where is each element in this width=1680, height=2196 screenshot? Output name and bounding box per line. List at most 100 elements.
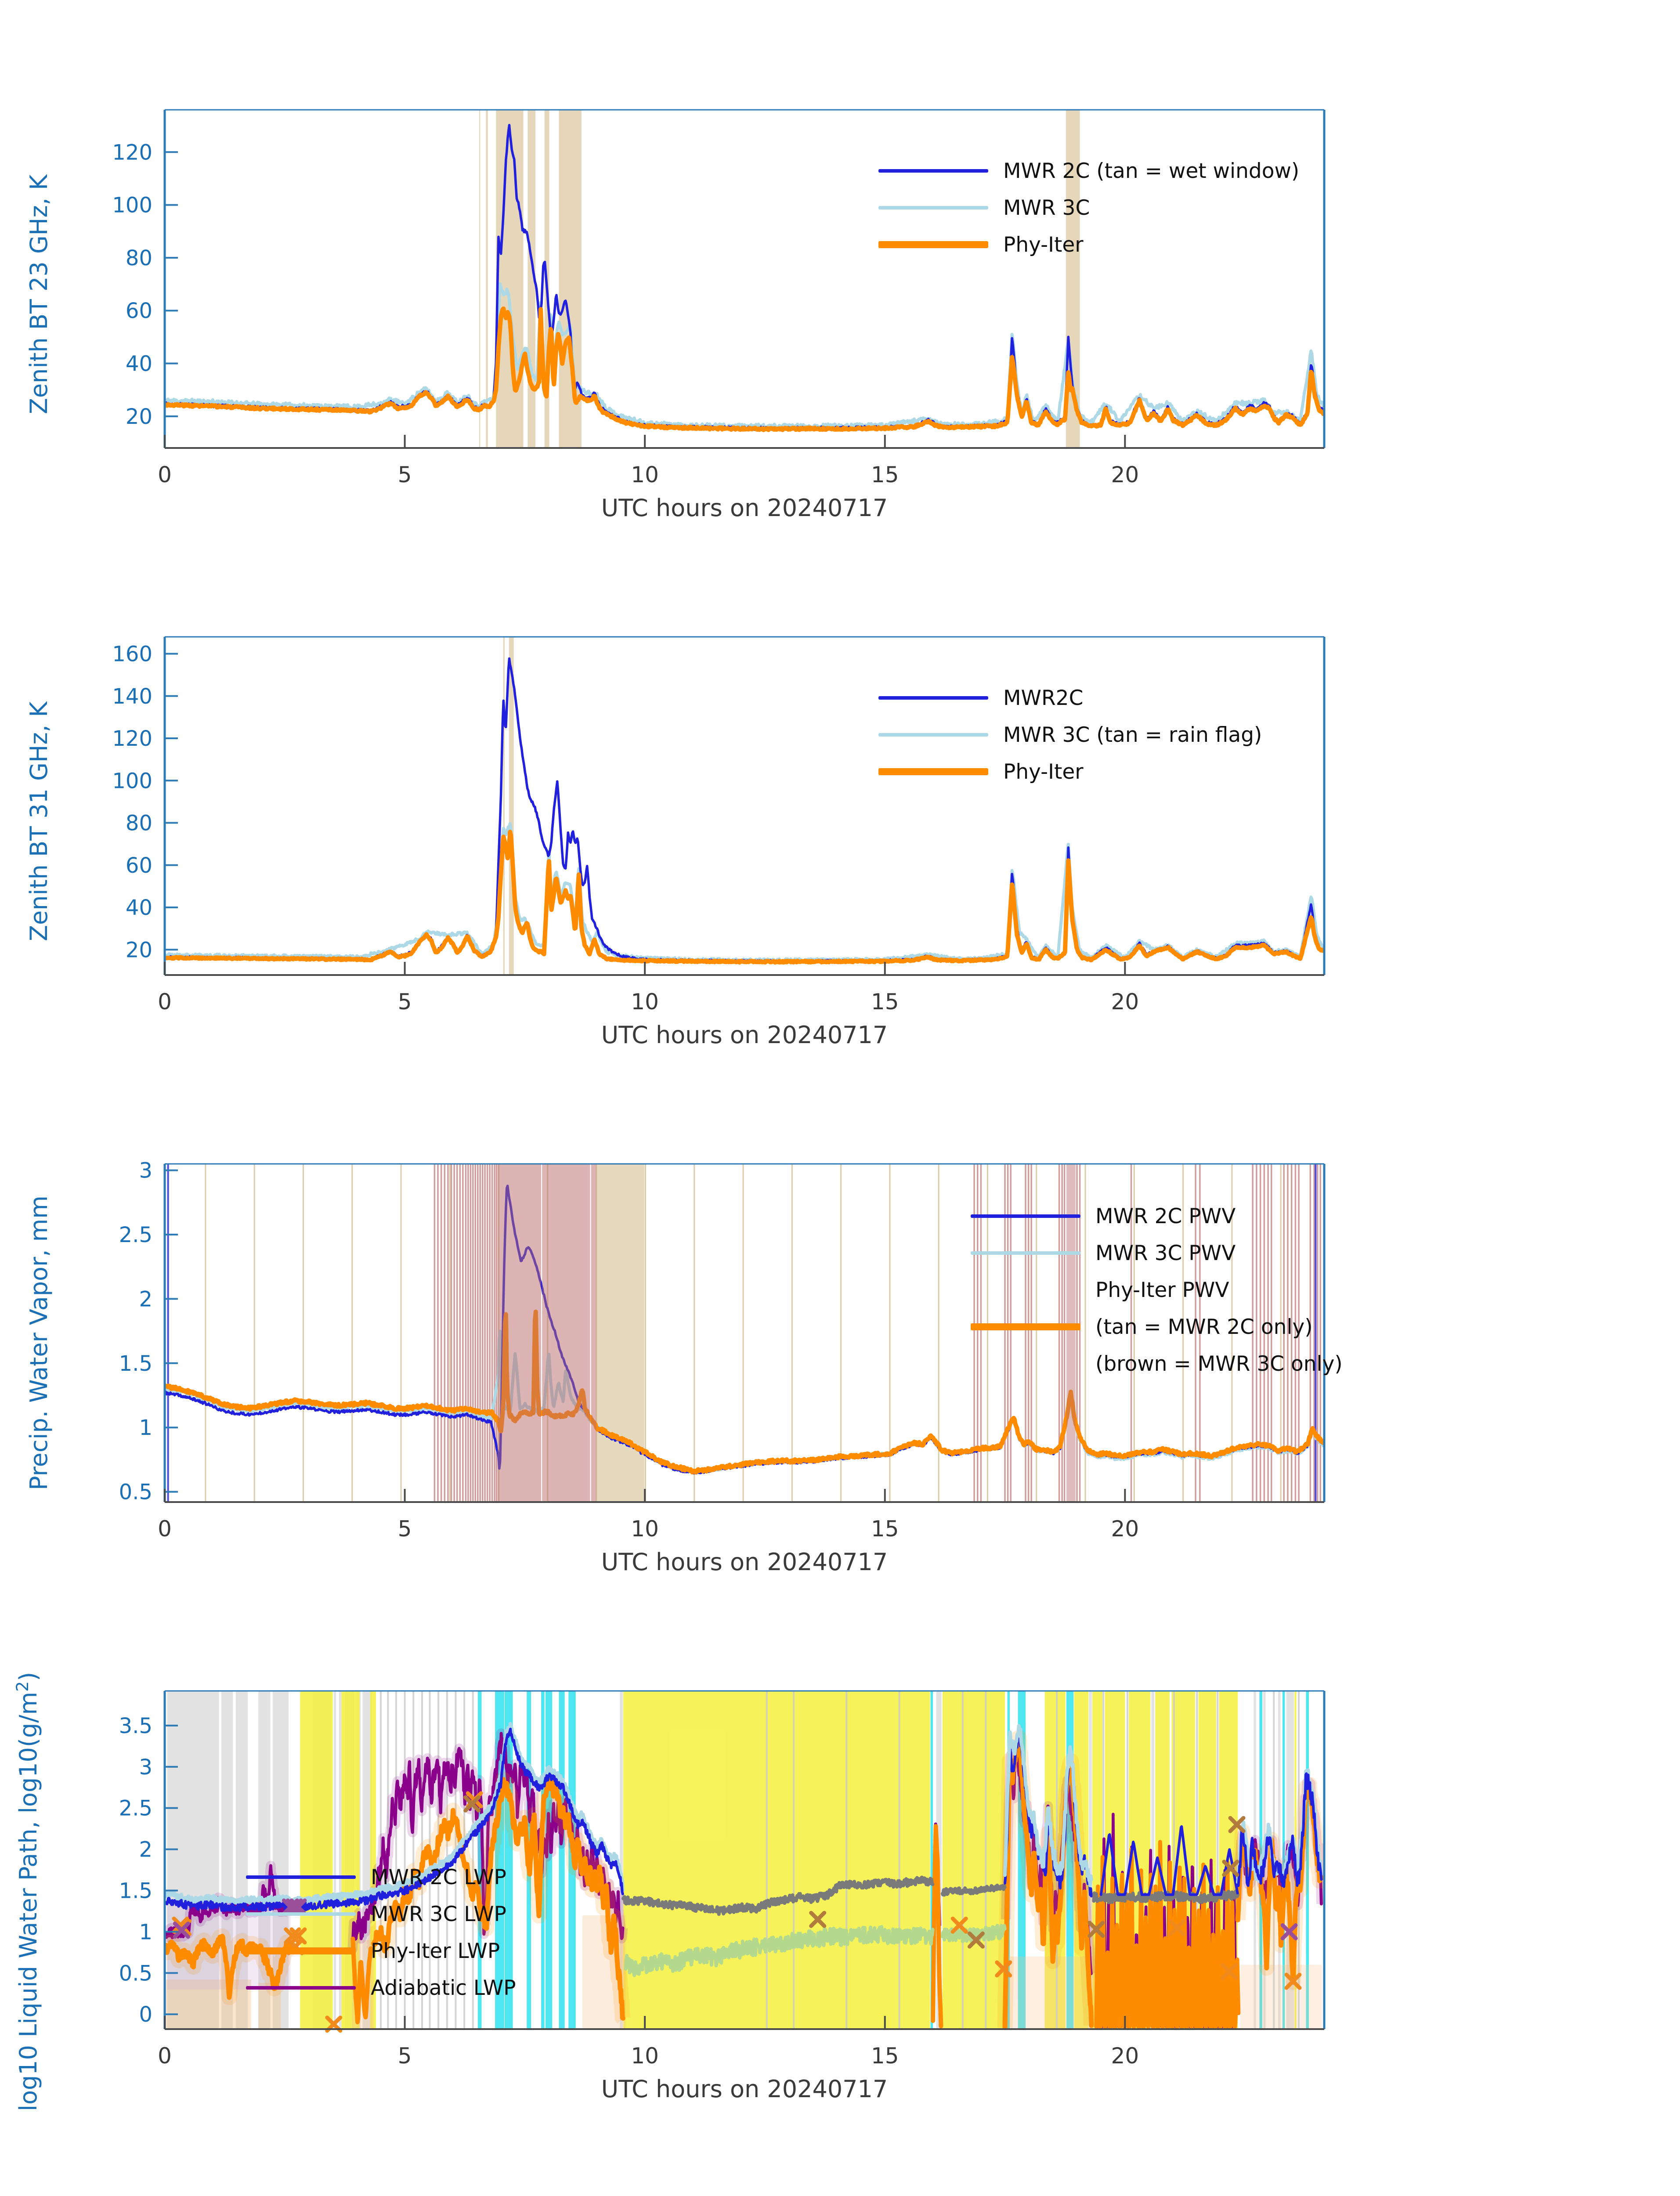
highlight-band (1240, 1965, 1322, 2029)
series-line (940, 1883, 1007, 1897)
highlight-band (559, 110, 582, 448)
x-tick-label: 15 (871, 1516, 899, 1542)
series-line (164, 822, 1325, 964)
legend-item: (tan = MWR 2C only) (971, 1314, 1343, 1340)
x-tick-label: 10 (631, 462, 659, 488)
highlight-band (623, 1691, 930, 2029)
x-marker (289, 1927, 307, 1945)
legend-label: Adiabatic LWP (371, 1976, 516, 2000)
x-marker (289, 1898, 307, 1916)
y-tick-label: 140 (112, 684, 152, 709)
x-tick-label: 20 (1111, 462, 1139, 488)
legend-label: MWR 3C (1003, 195, 1090, 220)
series-line (1099, 1825, 1239, 1896)
legend-label: Phy-Iter PWV (1095, 1278, 1229, 1302)
x-marker (1087, 1921, 1105, 1938)
series-line (621, 1875, 935, 1916)
legend-swatch (246, 1986, 356, 1990)
series-line (164, 1933, 293, 2000)
x-tick-label: 20 (1111, 989, 1139, 1015)
highlight-band (165, 1979, 251, 2029)
x-marker (1222, 1860, 1239, 1877)
legend-item: MWR 3C (tan = rain flag) (878, 722, 1262, 748)
x-marker (809, 1911, 827, 1928)
highlight-band (479, 110, 481, 448)
x-marker (1228, 1816, 1246, 1833)
ylabel-lwp: log10 Liquid Water Path, log10(g/m2) (13, 1672, 42, 2111)
legend-item: MWR 2C LWP (246, 1864, 516, 1890)
x-marker (1280, 1923, 1298, 1940)
y-tick-label: 2 (139, 1838, 152, 1862)
legend-label: (tan = MWR 2C only) (1095, 1315, 1313, 1339)
subplot-3: 0.5 1 1.5 2 2.5 3 0 5 10 15 20 (119, 1159, 1326, 1542)
y-tick-label: 20 (126, 405, 152, 429)
legend-swatch (878, 169, 988, 173)
xlabel-3: UTC hours on 20240717 (601, 1548, 888, 1576)
legend-swatch (971, 1251, 1080, 1255)
y-tick-label: 160 (112, 642, 152, 667)
x-marker (1221, 1963, 1238, 1980)
legend-swatch (971, 1323, 1080, 1330)
y-tick-label: 40 (126, 896, 152, 920)
series-line (1235, 1782, 1324, 1985)
highlight-band-over (1066, 1164, 1076, 1502)
x-tick-label: 20 (1111, 1516, 1139, 1542)
legend-item: MWR 2C PWV (971, 1203, 1343, 1229)
highlight-band (300, 1691, 333, 2029)
highlight-band-over (497, 1164, 542, 1502)
y-tick-label: 1 (139, 1416, 152, 1440)
x-tick-label: 5 (398, 989, 412, 1015)
legend-pwv: MWR 2C PWV MWR 3C PWV Phy-Iter PWV (tan = M… (971, 1203, 1343, 1376)
highlight-band-over (542, 1164, 590, 1502)
y-tick-label: 3 (139, 1159, 152, 1183)
xlabel-2: UTC hours on 20240717 (601, 1021, 888, 1049)
legend-label: MWR 2C PWV (1095, 1204, 1236, 1228)
x-marker (967, 1931, 985, 1949)
legend-label: MWR 2C LWP (371, 1865, 506, 1889)
y-tick-label: 1 (139, 1920, 152, 1944)
y-tick-label: 2.5 (119, 1223, 152, 1247)
y-tick-label: 60 (126, 853, 152, 878)
series-line (940, 1924, 1007, 1943)
y-tick-label: 2 (139, 1287, 152, 1311)
x-tick-label: 0 (158, 989, 172, 1015)
highlight-band (333, 1691, 336, 2029)
legend-label: Phy-Iter (1003, 232, 1084, 257)
x-tick-label: 5 (398, 2043, 412, 2069)
legend-label: Phy-Iter LWP (371, 1939, 500, 1963)
y-tick-label: 3 (139, 1755, 152, 1780)
y-tick-label: 3.5 (119, 1714, 152, 1738)
series-line (1094, 1840, 1241, 2029)
legend-item: MWR 3C PWV (971, 1240, 1343, 1266)
legend-label: MWR 3C LWP (371, 1902, 506, 1926)
x-tick-label: 10 (631, 2043, 659, 2069)
legend-item: MWR 3C LWP (246, 1901, 516, 1927)
legend-lwp: MWR 2C LWP MWR 3C LWP Phy-Iter LWP Adiabati… (246, 1864, 516, 2001)
legend-item: Phy-Iter PWV (971, 1277, 1343, 1303)
y-tick-label: 40 (126, 352, 152, 376)
highlight-band (1005, 1956, 1094, 2029)
highlight-band (362, 1691, 372, 2029)
series-line (931, 1824, 943, 2029)
legend-swatch (246, 1875, 356, 1879)
legend-swatch (246, 1947, 356, 1954)
legend-label: Phy-Iter (1003, 759, 1084, 784)
highlight-band-over (591, 1164, 596, 1502)
legend-swatch (878, 241, 988, 248)
legend-swatch (878, 696, 988, 700)
x-tick-label: 0 (158, 462, 172, 488)
legend-swatch (878, 733, 988, 737)
legend-bt23: MWR 2C (tan = wet window) MWR 3C Phy-Iter (878, 158, 1299, 257)
series-line (164, 306, 1325, 432)
highlight-band (559, 1691, 565, 2029)
highlight-band (496, 110, 524, 448)
legend-label: MWR 2C (tan = wet window) (1003, 159, 1300, 183)
x-tick-label: 0 (158, 2043, 172, 2069)
y-tick-label: 20 (126, 938, 152, 962)
xlabel-1: UTC hours on 20240717 (601, 494, 888, 522)
y-tick-label: 120 (112, 726, 152, 751)
y-tick-label: 100 (112, 193, 152, 218)
series-line (164, 282, 1325, 430)
